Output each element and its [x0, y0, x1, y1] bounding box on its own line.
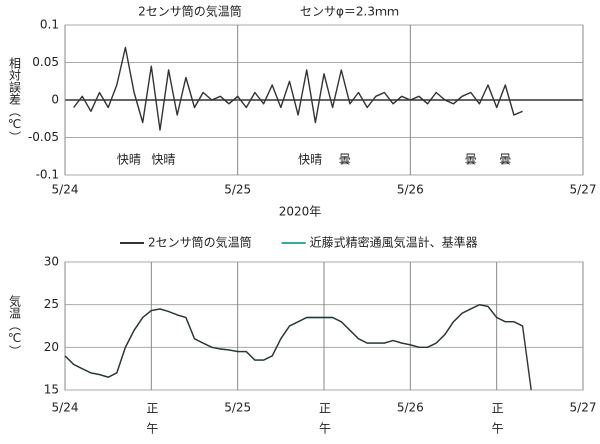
y-tick-label: 30 — [44, 255, 59, 269]
x-tick-label: 正午 — [318, 402, 332, 442]
annotation: 快晴 — [151, 153, 175, 167]
y-tick-label: -0.1 — [36, 168, 59, 182]
y-tick-label: -0.05 — [28, 130, 59, 144]
chart-title: 2センサ筒の気温筒 — [138, 4, 242, 19]
annotation: 快晴 — [298, 153, 322, 167]
x-tick-label: 5/27 — [570, 401, 597, 415]
chart-subtitle: センサφ＝2.3ｍｍ — [300, 5, 399, 19]
data-line — [64, 304, 532, 391]
x-tick-label: 5/24 — [52, 183, 79, 197]
y-tick-label: 0.1 — [40, 18, 59, 32]
annotation: 快晴 — [117, 153, 141, 167]
y-axis-label: 相対誤差（℃） — [8, 57, 22, 143]
x-tick-label: 5/26 — [397, 401, 424, 415]
x-tick-label: 正午 — [490, 402, 504, 442]
x-tick-label: 正午 — [145, 402, 159, 442]
x-tick-label: 5/24 — [52, 401, 79, 415]
y-tick-label: 15 — [44, 383, 59, 397]
y-tick-label: 20 — [44, 340, 59, 354]
x-tick-label: 5/26 — [397, 183, 424, 197]
x-tick-label: 5/27 — [570, 183, 597, 197]
annotation: 曇 — [465, 153, 477, 167]
y-tick-label: 0.05 — [32, 55, 59, 69]
x-tick-label: 5/25 — [224, 401, 251, 415]
data-line — [73, 46, 523, 131]
y-tick-label: 0 — [51, 93, 59, 107]
x-tick-label: 5/25 — [224, 183, 251, 197]
annotation: 曇 — [339, 153, 351, 167]
y-tick-label: 25 — [44, 297, 59, 311]
legend-label: 近藤式精密通風気温計、基準器 — [310, 235, 478, 250]
annotation: 曇 — [499, 153, 511, 167]
x-axis-label: 2020年 — [279, 205, 322, 219]
legend-label: 2センサ筒の気温筒 — [148, 235, 252, 250]
y-axis-label: 気温（℃） — [8, 294, 22, 357]
